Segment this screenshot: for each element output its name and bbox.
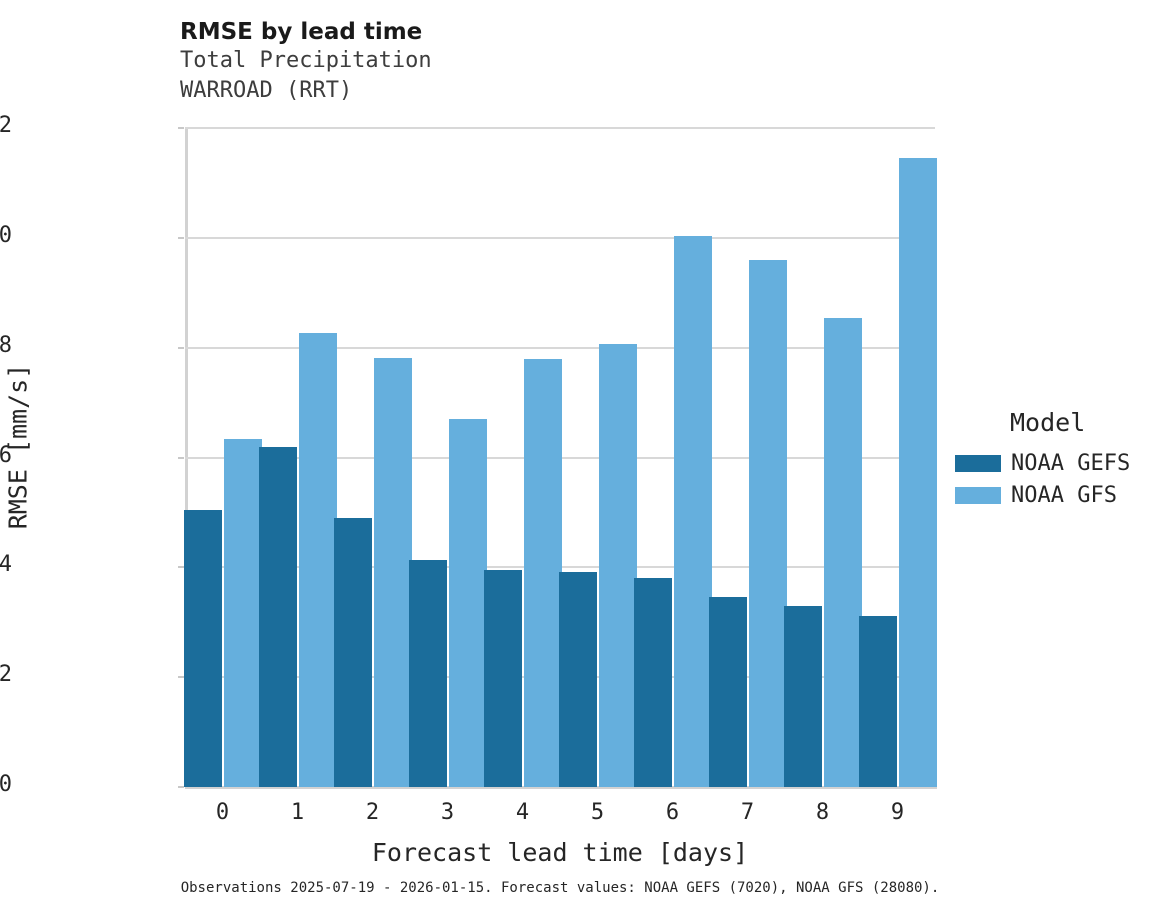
y-tick-label: 0.00004 (0, 552, 12, 578)
legend-title: Model (1010, 408, 1086, 437)
bar-noaa-gfs-day-4[interactable] (523, 359, 562, 787)
gridline (185, 346, 935, 349)
bar-group (408, 128, 487, 787)
title-block: RMSE by lead time Total Precipitation WA… (180, 18, 432, 106)
y-tick-mark (178, 236, 184, 239)
bar-noaa-gefs-day-1[interactable] (258, 447, 297, 787)
x-tick-label: 3 (440, 800, 455, 825)
chart-subtitle: Total Precipitation (180, 48, 432, 73)
legend-label: NOAA GEFS (1011, 450, 1131, 476)
x-tick-label: 4 (515, 800, 530, 825)
legend-label: NOAA GFS (1011, 482, 1117, 508)
bar-noaa-gfs-day-9[interactable] (898, 158, 937, 787)
x-axis-title: Forecast lead time [days] (371, 838, 749, 867)
bar-group (783, 128, 862, 787)
bar-group (633, 128, 712, 787)
x-tick-label: 6 (665, 800, 680, 825)
footer-note: Observations 2025-07-19 - 2026-01-15. Fo… (180, 880, 940, 896)
bar-noaa-gfs-day-0[interactable] (223, 438, 262, 787)
y-tick-label: 0.00006 (0, 442, 12, 468)
gridline (185, 127, 935, 129)
x-axis-line (185, 786, 937, 789)
bar-noaa-gefs-day-0[interactable] (183, 510, 222, 787)
y-tick-label: 0.00012 (0, 113, 12, 138)
bar-group (483, 128, 562, 787)
bar-group (858, 128, 937, 787)
y-axis-line (185, 128, 188, 789)
bar-noaa-gefs-day-8[interactable] (783, 605, 822, 787)
y-tick-label: 0.00000 (0, 772, 12, 797)
gridline (185, 236, 935, 239)
x-tick-label: 0 (215, 800, 230, 825)
legend: Model NOAA GEFS NOAA GFS (955, 408, 1170, 511)
bar-noaa-gefs-day-2[interactable] (333, 517, 372, 787)
bar-group (333, 128, 412, 787)
plot-area (178, 127, 937, 788)
x-tick-label: 7 (740, 800, 755, 825)
bar-noaa-gefs-day-7[interactable] (708, 597, 747, 787)
bar-noaa-gfs-day-6[interactable] (673, 235, 712, 787)
bar-noaa-gefs-day-6[interactable] (633, 577, 672, 787)
y-tick-mark (178, 346, 184, 349)
page-title: RMSE by lead time (180, 19, 423, 45)
bar-group (558, 128, 637, 787)
bar-noaa-gfs-day-1[interactable] (298, 332, 337, 787)
y-tick-mark (178, 786, 184, 788)
bar-noaa-gfs-day-3[interactable] (448, 419, 487, 787)
legend-swatch (955, 454, 1001, 472)
bar-group (183, 128, 262, 787)
y-tick-mark (178, 127, 184, 129)
y-axis-title: RMSE [mm/s] (3, 363, 33, 530)
bar-noaa-gefs-day-4[interactable] (483, 570, 522, 787)
bar-noaa-gefs-day-9[interactable] (858, 616, 897, 787)
x-tick-label: 2 (365, 800, 380, 825)
x-tick-label: 8 (815, 800, 830, 825)
bar-group (258, 128, 337, 787)
bar-noaa-gfs-day-2[interactable] (373, 358, 412, 787)
y-tick-label: 0.00010 (0, 222, 12, 248)
bar-noaa-gefs-day-5[interactable] (558, 571, 597, 787)
bar-noaa-gefs-day-3[interactable] (408, 560, 447, 787)
chart-subtitle-station: WARROAD (RRT) (180, 78, 353, 103)
y-tick-mark (178, 566, 184, 569)
bar-noaa-gfs-day-7[interactable] (748, 259, 787, 787)
legend-item[interactable]: NOAA GFS (955, 479, 1170, 511)
y-tick-label: 0.00008 (0, 332, 12, 358)
bar-group (708, 128, 787, 787)
y-tick-label: 0.00002 (0, 662, 12, 688)
x-tick-label: 5 (590, 800, 605, 825)
bar-noaa-gfs-day-8[interactable] (823, 318, 862, 787)
bar-noaa-gfs-day-5[interactable] (598, 343, 637, 787)
x-tick-label: 1 (290, 800, 305, 825)
x-tick-label: 9 (890, 800, 905, 825)
legend-rows: NOAA GEFS NOAA GFS (955, 447, 1170, 511)
y-tick-mark (178, 456, 184, 459)
legend-item[interactable]: NOAA GEFS (955, 447, 1170, 479)
y-tick-mark (178, 676, 184, 679)
legend-swatch (955, 486, 1001, 504)
